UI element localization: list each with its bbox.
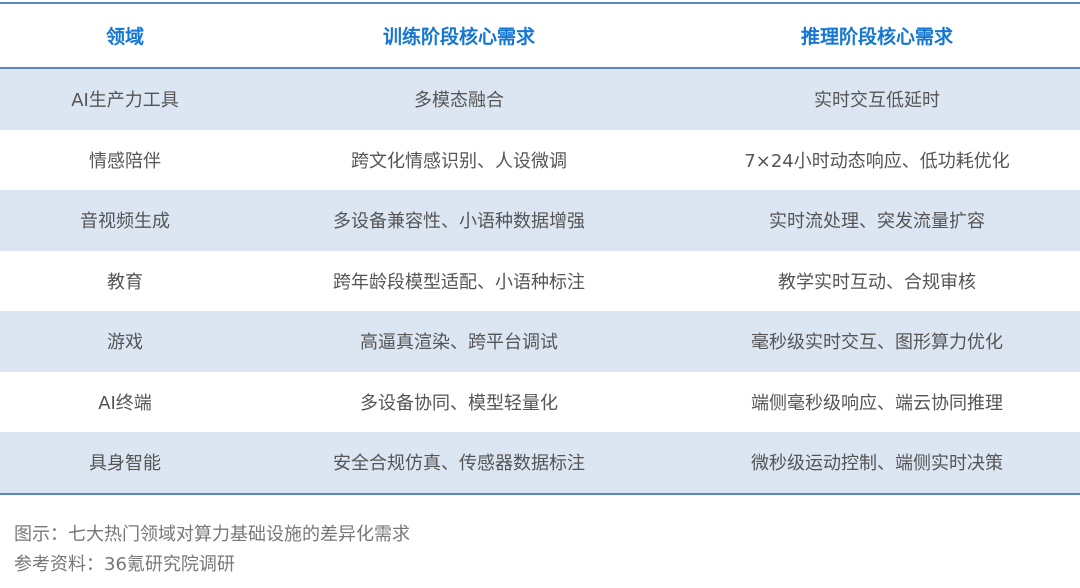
cell-training: 多设备兼容性、小语种数据增强 (250, 190, 668, 251)
cell-inference: 微秒级运动控制、端侧实时决策 (668, 432, 1080, 494)
cell-domain: 教育 (107, 271, 143, 293)
table-row: 游戏 高逼真渲染、跨平台调试 毫秒级实时交互、图形算力优化 (0, 311, 1080, 372)
cell-inference: 端侧毫秒级响应、端云协同推理 (751, 392, 1003, 414)
cell-inference: 实时流处理、突发流量扩容 (668, 190, 1080, 251)
cell-inference: 教学实时互动、合规审核 (778, 271, 976, 293)
cell-training: 跨年龄段模型适配、小语种标注 (333, 271, 585, 293)
cell-training: 多设备协同、模型轻量化 (360, 392, 558, 414)
cell-inference: 实时交互低延时 (668, 68, 1080, 130)
header-inference: 推理阶段核心需求 (668, 3, 1080, 69)
cell-domain: AI终端 (98, 392, 152, 414)
cell-inference: 毫秒级实时交互、图形算力优化 (668, 311, 1080, 372)
header-row: 领域 训练阶段核心需求 推理阶段核心需求 (0, 3, 1080, 69)
cell-training: 多模态融合 (250, 68, 668, 130)
cell-domain: 具身智能 (0, 432, 250, 494)
cell-domain: 游戏 (0, 311, 250, 372)
table-row: 具身智能 安全合规仿真、传感器数据标注 微秒级运动控制、端侧实时决策 (0, 432, 1080, 494)
cell-training: 跨文化情感识别、人设微调 (351, 150, 567, 172)
table-row: AI终端 多设备协同、模型轻量化 端侧毫秒级响应、端云协同推理 (0, 372, 1080, 433)
requirements-table: 领域 训练阶段核心需求 推理阶段核心需求 AI生产力工具 多模态融合 实时交互低延时… (0, 2, 1080, 495)
table-row: AI生产力工具 多模态融合 实时交互低延时 (0, 68, 1080, 130)
source-note: 参考资料：36氪研究院调研 (14, 554, 235, 575)
table-row: 教育 跨年龄段模型适配、小语种标注 教学实时互动、合规审核 (0, 251, 1080, 312)
cell-domain: AI生产力工具 (0, 68, 250, 130)
header-domain: 领域 (0, 3, 250, 69)
cell-training: 安全合规仿真、传感器数据标注 (250, 432, 668, 494)
table-row: 音视频生成 多设备兼容性、小语种数据增强 实时流处理、突发流量扩容 (0, 190, 1080, 251)
header-training: 训练阶段核心需求 (250, 3, 668, 69)
cell-inference: 7×24小时动态响应、低功耗优化 (744, 150, 1010, 172)
table-row: 情感陪伴 跨文化情感识别、人设微调 7×24小时动态响应、低功耗优化 (0, 130, 1080, 191)
cell-domain: 音视频生成 (0, 190, 250, 251)
cell-training: 高逼真渲染、跨平台调试 (250, 311, 668, 372)
figure-caption: 图示：七大热门领域对算力基础设施的差异化需求 (14, 524, 410, 545)
cell-domain: 情感陪伴 (89, 150, 161, 172)
